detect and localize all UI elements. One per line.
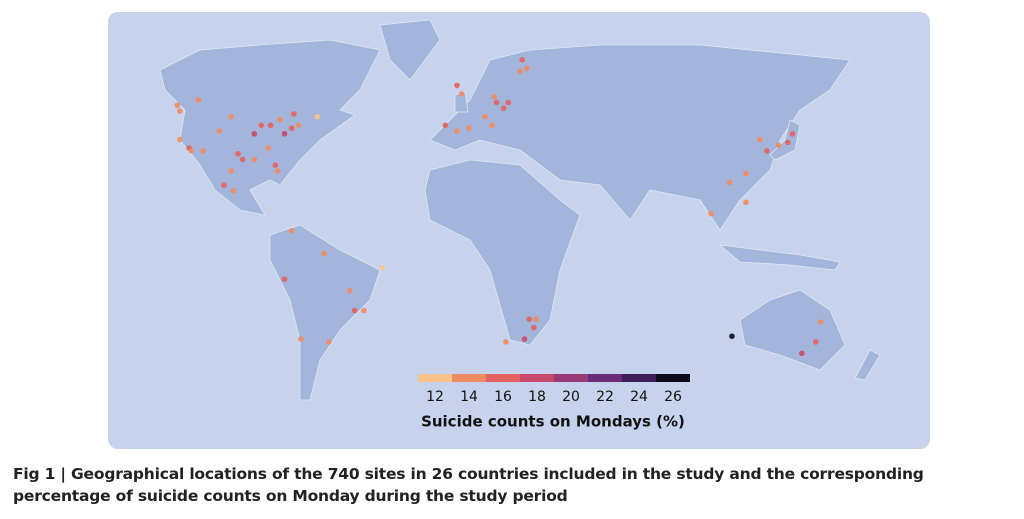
legend-swatch [622,374,656,382]
legend-swatch [486,374,520,382]
site [743,199,749,206]
site [454,128,460,134]
site [277,116,283,123]
site [258,122,265,129]
site [491,94,498,100]
site [228,113,234,120]
site [764,148,770,154]
site [295,122,302,129]
site [729,333,735,340]
new-zealand [854,349,881,381]
site [230,188,237,194]
site [281,276,288,283]
site [351,307,358,314]
legend-tick-label: 22 [596,389,614,405]
legend-tick-label: 24 [630,389,648,405]
legend-swatch [588,374,622,382]
indonesia [718,244,841,271]
site [265,145,272,151]
greenland [379,19,441,81]
sites [174,56,824,357]
africa [424,159,581,346]
site [274,168,281,174]
legend-tick-label: 18 [528,389,546,405]
site [789,131,796,137]
site [500,105,507,111]
caption: Fig 1 | Geographical locations of the 74… [13,465,924,505]
site [379,265,386,271]
site [281,131,288,137]
legend-tick-label: 20 [562,389,580,405]
land [159,19,881,401]
site [799,350,805,357]
map-figure: Suicide counts on Mondays (%) 12 14 16 18 20… [108,12,930,449]
legend-title: Suicide counts on Mondays (%) [421,413,685,431]
australia [739,289,846,371]
site [517,68,523,74]
site [465,125,472,131]
site [458,91,465,97]
site [493,99,500,106]
site [288,125,295,131]
site [503,339,509,345]
site [454,82,460,89]
site [361,307,367,314]
legend-swatch [418,374,452,382]
site [813,339,819,345]
site [726,179,733,186]
site [176,136,183,143]
site [524,65,530,72]
legend-tick-label: 14 [460,389,478,405]
site [195,96,202,103]
site [228,168,234,174]
site [775,142,782,149]
site [347,287,353,294]
site [482,113,488,120]
legend-swatch [520,374,554,382]
legend-tick-label: 12 [426,389,444,405]
south-america [269,224,381,401]
legend: Suicide counts on Mondays (%) 12 14 16 18 20… [418,374,690,431]
site [326,339,332,345]
site [251,156,258,163]
site [785,139,791,146]
site [251,131,258,137]
site [272,162,279,168]
site [442,122,449,129]
legend-tick-label: 16 [494,389,512,405]
site [176,108,183,114]
site [531,324,537,331]
legend-swatch [656,374,690,382]
site [817,319,824,325]
site [188,148,195,154]
site [221,182,227,188]
japan [769,119,801,161]
legend-tick-label: 26 [664,389,682,405]
site [288,227,295,234]
site [174,102,181,109]
site [526,316,533,322]
site [533,316,540,322]
site [267,122,274,129]
site [521,336,528,342]
site [757,136,763,143]
site [519,56,526,63]
legend-swatch [554,374,588,382]
site [505,99,512,106]
site [321,250,328,257]
site [489,122,495,129]
site [235,151,241,157]
site [239,156,246,163]
site [298,336,304,342]
site [291,111,297,117]
site [200,148,206,154]
site [314,113,321,120]
site [708,210,714,217]
site [216,128,223,134]
site [743,170,749,177]
legend-swatch [452,374,486,382]
